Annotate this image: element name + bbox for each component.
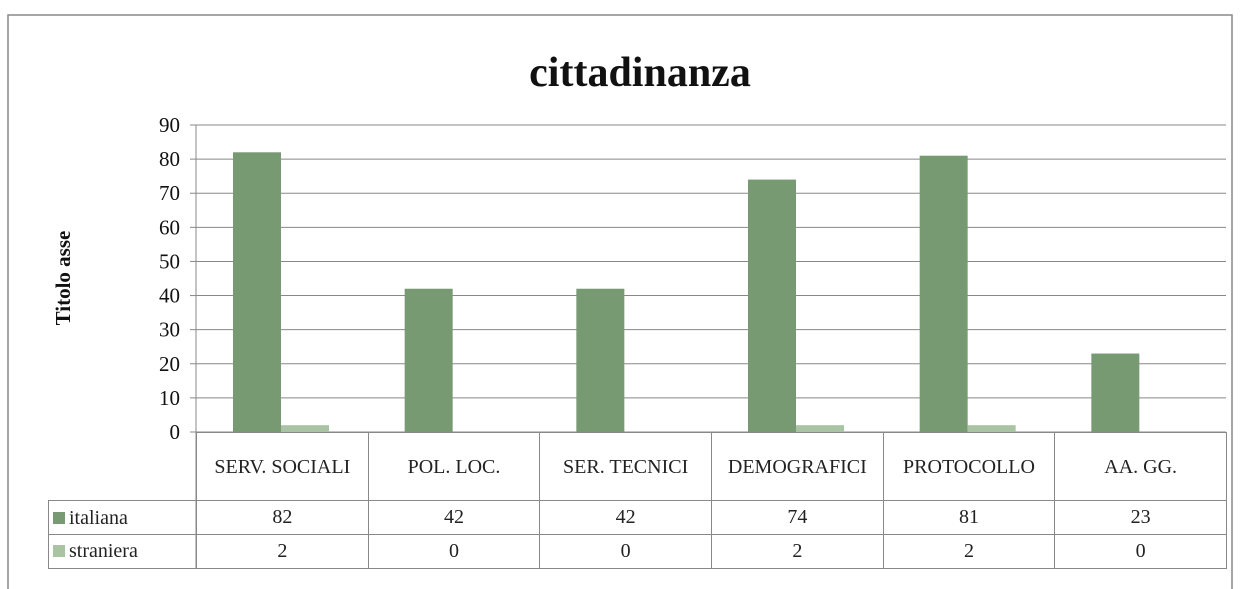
legend-label: straniera [69, 540, 138, 562]
bar [796, 425, 844, 432]
data-table-cell: 2 [882, 534, 1056, 569]
legend-cell: straniera [48, 534, 197, 569]
category-cell: POL. LOC. [367, 432, 541, 501]
legend-label: italiana [69, 506, 128, 529]
category-cell: SER. TECNICI [539, 432, 712, 501]
y-tick-label: 50 [159, 249, 180, 273]
data-table-cell: 0 [539, 534, 712, 569]
data-table-cell: 2 [711, 534, 884, 569]
y-tick-label: 20 [159, 352, 180, 376]
data-table-cell: 42 [367, 500, 541, 535]
y-tick-label: 90 [159, 113, 180, 137]
bar [404, 288, 453, 432]
data-table-cell: 42 [539, 500, 712, 535]
bar [576, 288, 625, 432]
data-table-cell: 2 [196, 534, 369, 569]
chart-frame [7, 14, 1233, 589]
legend-cell: italiana [48, 500, 197, 535]
data-table-cell: 0 [1054, 534, 1227, 569]
category-cell: DEMOGRAFICI [711, 432, 884, 501]
bar [748, 179, 796, 432]
bar [919, 155, 968, 432]
category-cell: PROTOCOLLO [882, 432, 1056, 501]
category-cell: SERV. SOCIALI [196, 432, 369, 501]
data-table-cell: 81 [882, 500, 1056, 535]
y-tick-label: 0 [170, 420, 181, 444]
y-tick-label: 40 [159, 284, 180, 308]
y-tick-label: 80 [159, 147, 180, 171]
data-table-cell: 74 [711, 500, 884, 535]
y-tick-label: 10 [159, 386, 180, 410]
data-table-cell: 0 [367, 534, 541, 569]
data-table-cell: 82 [196, 500, 369, 535]
legend-key [53, 511, 65, 524]
bar [281, 425, 329, 432]
legend-key [53, 545, 65, 557]
data-table-cell: 23 [1054, 500, 1227, 535]
y-tick-label: 60 [159, 215, 180, 239]
bar [1091, 353, 1140, 432]
y-tick-label: 70 [159, 181, 180, 205]
category-cell: AA. GG. [1054, 432, 1227, 501]
bar [233, 152, 281, 433]
y-axis-title: Titolo asse [51, 231, 75, 326]
bar [967, 425, 1016, 432]
y-tick-label: 30 [159, 318, 180, 342]
chart-title: cittadinanza [529, 50, 751, 96]
